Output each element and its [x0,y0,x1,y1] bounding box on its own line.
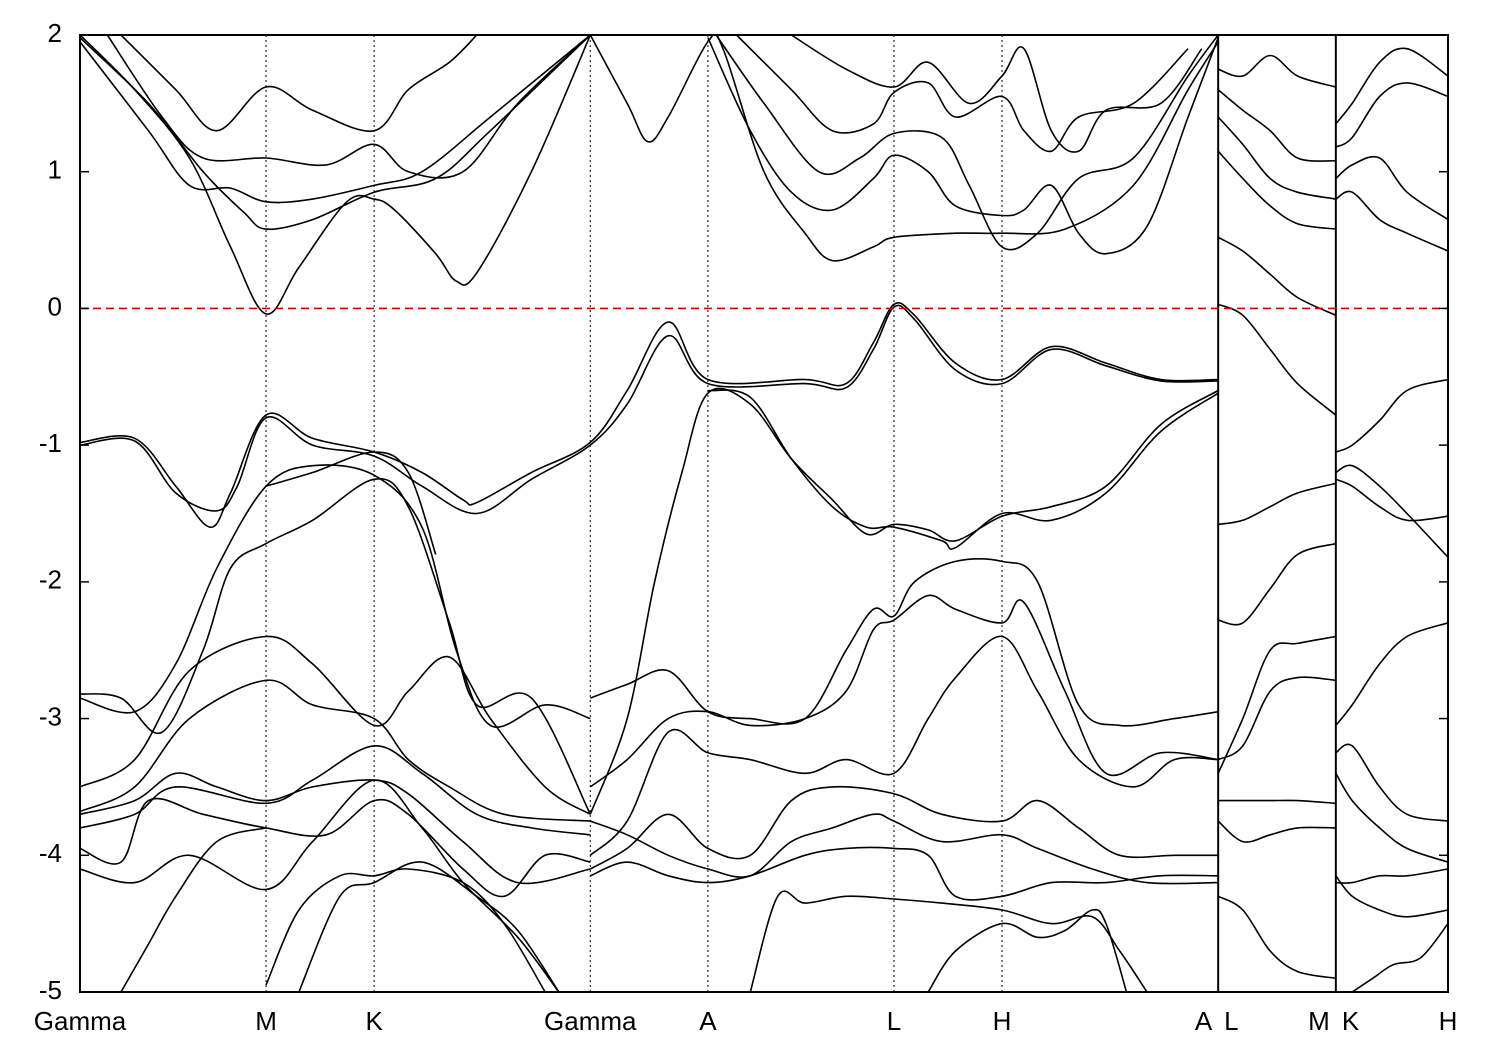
band-line-22 [80,779,560,992]
band-line-8 [736,35,1189,153]
y-tick-label: 0 [48,291,62,321]
y-tick-label: -2 [39,565,62,595]
band-line-54 [1335,478,1448,522]
band-line-5 [589,35,1219,262]
x-axis-ticks: Gamma M K Gamma A L H A L M K H [34,1006,1458,1036]
band-line-11 [80,304,1219,515]
band-line-47 [1217,895,1336,980]
band-line-60 [1351,923,1448,992]
band-line-21 [80,797,591,898]
plot-frame [79,34,1449,993]
y-tick-label: -4 [39,838,62,868]
y-tick-label: 1 [48,155,62,185]
band-line-20 [80,745,591,836]
band-curves [80,35,1448,992]
band-line-25 [298,861,560,992]
band-line-55 [1335,622,1448,726]
x-tick-label: Gamma [544,1006,637,1036]
band-line-53 [1335,464,1448,558]
x-tick-label: H [993,1006,1012,1036]
band-line-59 [1335,868,1448,884]
band-line-51 [1335,190,1448,252]
band-line-36 [1217,116,1336,200]
band-line-16 [265,451,437,555]
band-line-1 [80,35,591,231]
band-line-17 [80,635,591,815]
band-line-28 [589,635,1219,856]
band-line-24 [265,868,546,992]
band-line-30 [590,813,1219,885]
band-line-4 [120,35,478,132]
band-line-9 [790,35,1203,153]
band-line-39 [1217,54,1337,88]
band-line-7 [715,35,1219,251]
x-tick-label: L [1224,1006,1238,1036]
y-tick-label: -5 [39,975,62,1005]
band-line-40 [1217,303,1337,416]
band-line-42 [1218,542,1337,626]
band-line-2 [80,35,591,204]
band-line-41 [1218,482,1336,526]
band-line-18 [80,679,591,822]
y-tick-label: 2 [48,18,62,48]
x-tick-label: K [365,1006,383,1036]
band-line-15 [80,464,591,728]
x-tick-label: Gamma [34,1006,127,1036]
x-tick-label: A [699,1006,717,1036]
band-line-0 [80,35,592,315]
band-line-37 [1217,150,1336,230]
band-line-10 [80,301,1219,528]
band-line-26 [590,557,1219,727]
band-line-14 [80,478,592,815]
band-line-35 [1217,89,1336,162]
band-line-58 [1335,875,1448,918]
band-line-13 [707,389,1219,550]
plot-background [80,35,1448,992]
x-tick-label: M [255,1006,277,1036]
band-line-38 [1217,236,1337,317]
band-line-29 [589,785,1219,870]
band-line-45 [1218,799,1336,805]
band-line-27 [589,594,1219,788]
band-line-48 [1335,47,1448,125]
x-tick-label: K [1342,1006,1360,1036]
band-line-49 [1335,82,1448,148]
y-axis-ticks: 2 1 0 -1 -2 -3 -4 -5 [39,18,1448,1005]
band-line-56 [1335,743,1448,822]
y-tick-label: -1 [39,428,62,458]
x-tick-label: M [1308,1006,1330,1036]
band-line-52 [1335,378,1448,453]
band-line-46 [1217,820,1336,843]
band-line-19 [80,772,591,885]
y-tick-label: -3 [39,701,62,731]
band-line-44 [1217,676,1336,761]
x-tick-label: A [1195,1006,1213,1036]
band-line-34 [927,908,1128,992]
band-line-3 [106,35,591,179]
band-line-43 [1217,635,1336,774]
band-line-32 [749,890,1148,992]
x-tick-label: L [887,1006,901,1036]
band-line-23 [120,827,267,992]
kpoint-divider-lines [265,35,1337,992]
band-line-50 [1335,155,1448,221]
band-line-57 [1335,772,1448,863]
band-line-31 [589,846,1219,901]
x-tick-label: H [1439,1006,1458,1036]
